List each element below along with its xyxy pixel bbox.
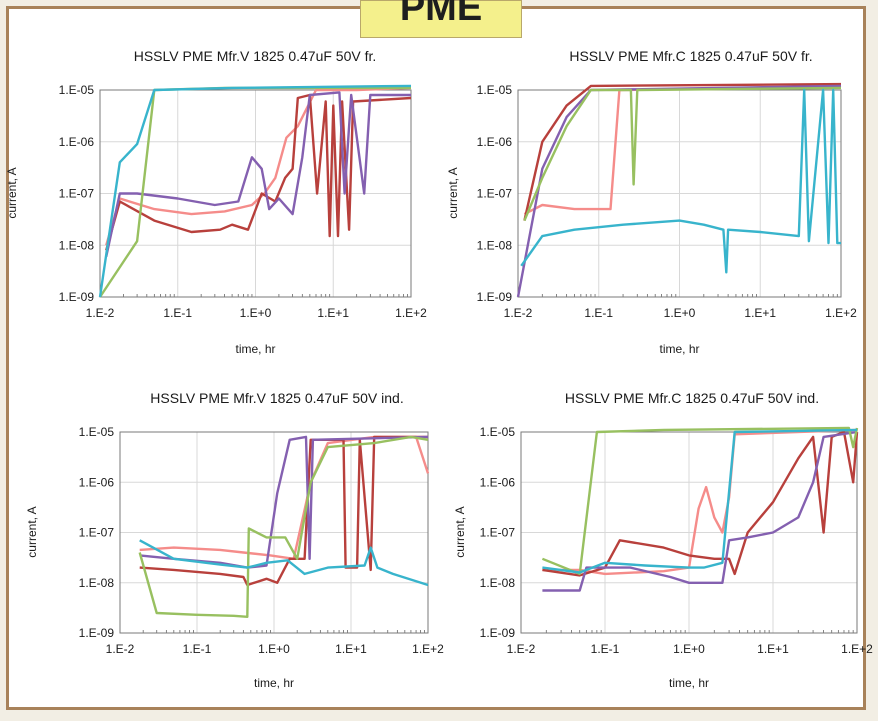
y-tick-label: 1.E-05 bbox=[477, 83, 513, 97]
y-axis-label: current, A bbox=[446, 167, 460, 218]
y-axis-label: current, A bbox=[5, 167, 19, 218]
x-tick-label: 1.E+2 bbox=[412, 642, 444, 656]
series-line-cyan bbox=[139, 539, 429, 587]
x-tick-label: 1.E-2 bbox=[507, 642, 536, 656]
y-tick-label: 1.E-07 bbox=[477, 187, 513, 201]
series-line-cyan bbox=[98, 84, 412, 298]
y-tick-label: 1.E-07 bbox=[59, 187, 95, 201]
series-line-red bbox=[105, 93, 412, 251]
series-line-red bbox=[139, 435, 428, 587]
y-tick-label: 1.E-06 bbox=[79, 475, 115, 489]
x-tick-label: 1.E+1 bbox=[317, 306, 349, 320]
chart-title: HSSLV PME Mfr.C 1825 0.47uF 50V fr. bbox=[569, 48, 812, 64]
chart-panel-4: HSSLV PME Mfr.C 1825 0.47uF 50V ind. 1.E-… bbox=[453, 390, 873, 690]
x-tick-label: 1.E+2 bbox=[825, 306, 857, 320]
x-tick-label: 1.E+0 bbox=[240, 306, 272, 320]
series-line-salmon bbox=[523, 84, 842, 216]
series-line-purple bbox=[105, 91, 411, 257]
series-line-green bbox=[523, 86, 842, 222]
y-tick-label: 1.E-08 bbox=[79, 576, 115, 590]
x-axis-label: time, hr bbox=[254, 676, 294, 690]
chart-title: HSSLV PME Mfr.C 1825 0.47uF 50V ind. bbox=[565, 390, 819, 406]
series-line-salmon bbox=[105, 86, 412, 246]
x-tick-label: 1.E-2 bbox=[86, 306, 115, 320]
x-tick-label: 1.E+1 bbox=[757, 642, 789, 656]
y-tick-label: 1.E-09 bbox=[477, 290, 513, 304]
banner-title: PME bbox=[399, 0, 483, 29]
x-tick-label: 1.E+1 bbox=[335, 642, 367, 656]
x-tick-label: 1.E+0 bbox=[673, 642, 705, 656]
x-tick-label: 1.E+0 bbox=[664, 306, 696, 320]
y-tick-label: 1.E-06 bbox=[477, 135, 513, 149]
y-tick-label: 1.E-07 bbox=[480, 526, 516, 540]
x-tick-label: 1.E-1 bbox=[183, 642, 212, 656]
chart-title: HSSLV PME Mfr.V 1825 0.47uF 50V ind. bbox=[150, 390, 403, 406]
x-axis-label: time, hr bbox=[235, 342, 275, 356]
y-tick-label: 1.E-05 bbox=[59, 83, 95, 97]
y-tick-label: 1.E-06 bbox=[59, 135, 95, 149]
y-tick-label: 1.E-05 bbox=[79, 425, 115, 439]
series-line-salmon bbox=[139, 435, 430, 560]
x-tick-label: 1.E+0 bbox=[258, 642, 290, 656]
x-tick-label: 1.E+1 bbox=[744, 306, 776, 320]
y-tick-label: 1.E-08 bbox=[477, 238, 513, 252]
x-tick-label: 1.E-1 bbox=[163, 306, 192, 320]
chart-panel-3: HSSLV PME Mfr.V 1825 0.47uF 50V ind. 1.E-… bbox=[25, 390, 444, 690]
title-banner: PME bbox=[360, 0, 522, 38]
y-tick-label: 1.E-09 bbox=[79, 626, 115, 640]
x-tick-label: 1.E-2 bbox=[106, 642, 135, 656]
series-line-cyan bbox=[520, 88, 841, 274]
y-tick-label: 1.E-07 bbox=[79, 526, 115, 540]
series-line-green bbox=[138, 435, 429, 618]
x-tick-label: 1.E+2 bbox=[395, 306, 427, 320]
chart-panel-1: HSSLV PME Mfr.V 1825 0.47uF 50V fr. 1.E-0… bbox=[5, 48, 427, 356]
series-line-red bbox=[523, 82, 842, 221]
series-line-cyan bbox=[542, 428, 858, 574]
x-tick-label: 1.E+2 bbox=[841, 642, 873, 656]
y-tick-label: 1.E-06 bbox=[480, 475, 516, 489]
chart-title: HSSLV PME Mfr.V 1825 0.47uF 50V fr. bbox=[134, 48, 377, 64]
y-tick-label: 1.E-08 bbox=[480, 576, 516, 590]
x-axis-label: time, hr bbox=[669, 676, 709, 690]
y-tick-label: 1.E-09 bbox=[480, 626, 516, 640]
y-tick-label: 1.E-05 bbox=[480, 425, 516, 439]
y-axis-label: current, A bbox=[25, 506, 39, 557]
y-tick-label: 1.E-08 bbox=[59, 238, 95, 252]
y-axis-label: current, A bbox=[453, 506, 467, 557]
chart-panel-2: HSSLV PME Mfr.C 1825 0.47uF 50V fr. 1.E-0… bbox=[446, 48, 857, 356]
plot-area bbox=[119, 431, 429, 634]
plot-area bbox=[520, 431, 858, 634]
x-axis-label: time, hr bbox=[659, 342, 699, 356]
plot-area bbox=[99, 89, 412, 298]
x-tick-label: 1.E-1 bbox=[584, 306, 613, 320]
x-tick-label: 1.E-2 bbox=[504, 306, 533, 320]
y-tick-label: 1.E-09 bbox=[59, 290, 95, 304]
series-line-green bbox=[541, 426, 859, 576]
x-tick-label: 1.E-1 bbox=[591, 642, 620, 656]
